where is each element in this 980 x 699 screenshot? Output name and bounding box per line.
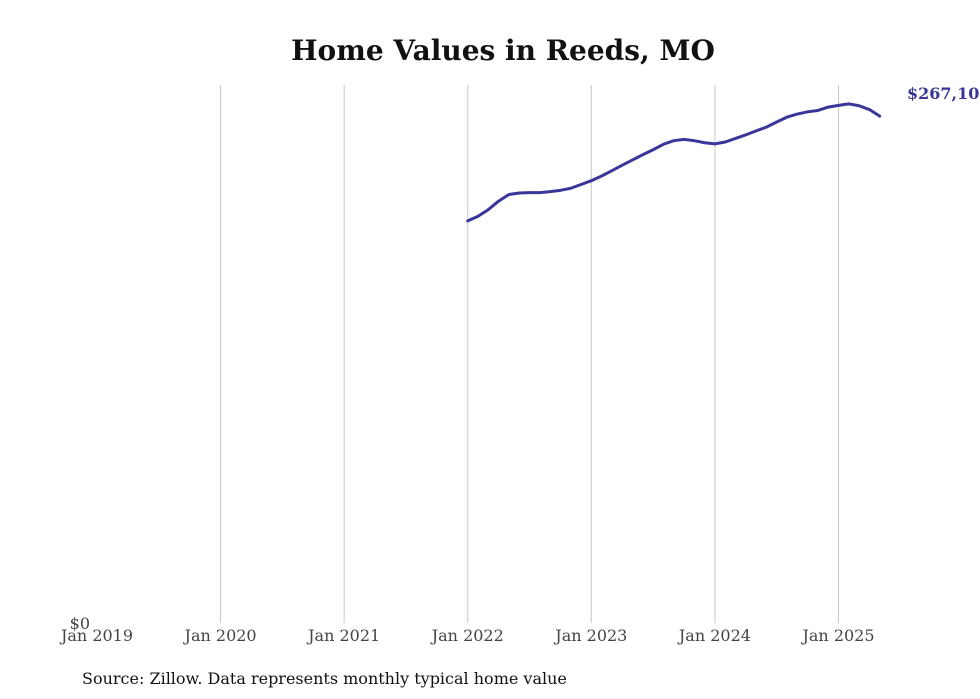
x-tick-label: Jan 2021 xyxy=(306,626,380,645)
source-note: Source: Zillow. Data represents monthly … xyxy=(82,669,567,688)
x-tick-label: Jan 2020 xyxy=(183,626,257,645)
x-tick-label: Jan 2019 xyxy=(59,626,133,645)
y-axis-ticks: $0 xyxy=(70,614,90,633)
x-axis-ticks: Jan 2019 Jan 2020 Jan 2021 Jan 2022 Jan 2023… xyxy=(59,626,875,645)
series-line xyxy=(466,102,882,223)
gridlines xyxy=(220,85,840,623)
x-tick-label: Jan 2024 xyxy=(677,626,751,645)
x-tick-label: Jan 2025 xyxy=(800,626,874,645)
x-tick-label: Jan 2023 xyxy=(553,626,627,645)
y-tick-label: $0 xyxy=(70,614,90,633)
x-tick-label: Jan 2022 xyxy=(430,626,504,645)
series-end-label: $267,108 xyxy=(907,84,980,103)
series-layer: $267,108 xyxy=(466,84,980,223)
chart-title: Home Values in Reeds, MO xyxy=(291,34,715,67)
